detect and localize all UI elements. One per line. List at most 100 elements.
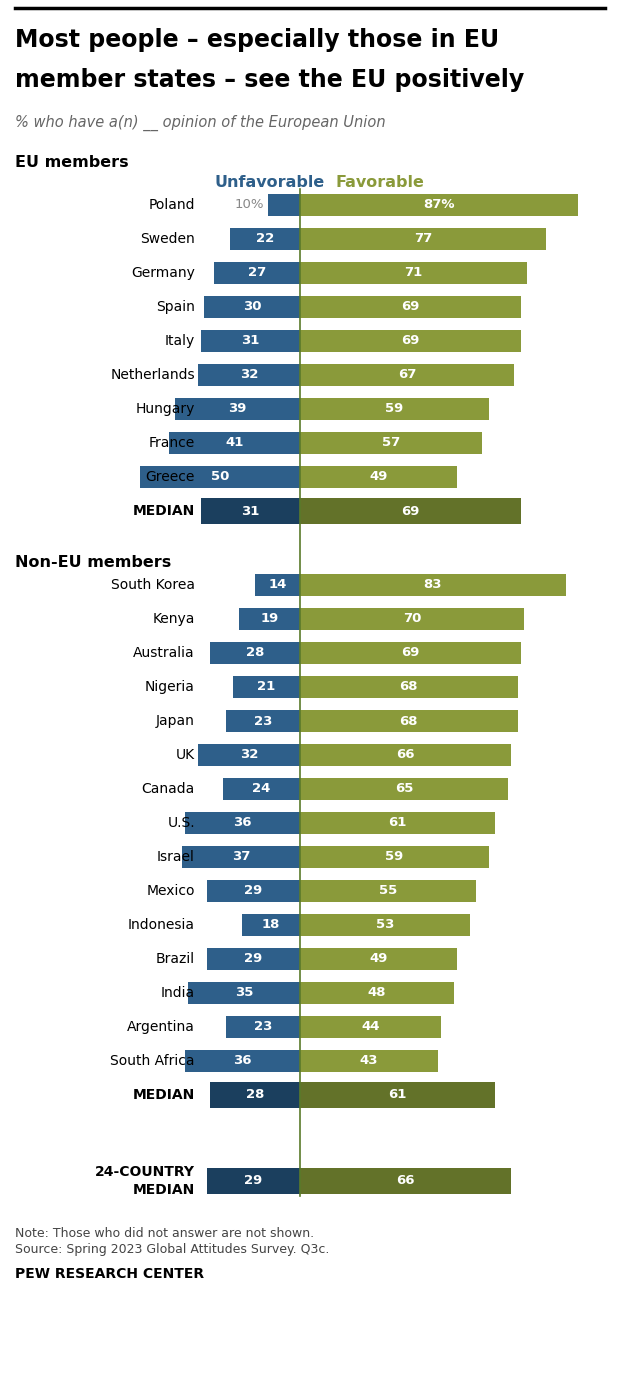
Text: 37: 37 — [232, 850, 250, 864]
Text: 31: 31 — [241, 334, 260, 348]
Text: Source: Spring 2023 Global Attitudes Survey. Q3c.: Source: Spring 2023 Global Attitudes Sur… — [15, 1243, 329, 1256]
FancyBboxPatch shape — [201, 498, 300, 524]
FancyBboxPatch shape — [300, 811, 495, 834]
FancyBboxPatch shape — [300, 295, 521, 317]
FancyBboxPatch shape — [198, 744, 300, 766]
Text: 14: 14 — [268, 578, 287, 592]
Text: Poland: Poland — [149, 197, 195, 213]
FancyBboxPatch shape — [300, 846, 489, 868]
Text: Argentina: Argentina — [127, 1020, 195, 1034]
Text: 23: 23 — [254, 715, 272, 727]
FancyBboxPatch shape — [185, 1050, 300, 1072]
FancyBboxPatch shape — [300, 1016, 441, 1038]
Text: 30: 30 — [243, 301, 261, 313]
Text: 53: 53 — [376, 919, 394, 932]
FancyBboxPatch shape — [188, 983, 300, 1005]
Text: Non-EU members: Non-EU members — [15, 555, 171, 570]
Text: 65: 65 — [395, 782, 413, 795]
Text: 28: 28 — [246, 1089, 264, 1101]
Text: Indonesia: Indonesia — [128, 918, 195, 932]
FancyBboxPatch shape — [300, 642, 521, 664]
Text: 36: 36 — [233, 817, 252, 829]
Text: 71: 71 — [404, 266, 423, 280]
Text: Canada: Canada — [142, 782, 195, 796]
Text: Brazil: Brazil — [156, 952, 195, 966]
Text: EU members: EU members — [15, 155, 128, 170]
FancyBboxPatch shape — [300, 709, 518, 731]
FancyBboxPatch shape — [210, 642, 300, 664]
Text: MEDIAN: MEDIAN — [133, 1087, 195, 1103]
Text: Netherlands: Netherlands — [110, 368, 195, 382]
FancyBboxPatch shape — [300, 574, 565, 596]
Text: 41: 41 — [225, 436, 244, 450]
FancyBboxPatch shape — [204, 295, 300, 317]
Text: Australia: Australia — [133, 646, 195, 660]
FancyBboxPatch shape — [207, 948, 300, 970]
Text: Greece: Greece — [146, 471, 195, 484]
FancyBboxPatch shape — [300, 1050, 438, 1072]
FancyBboxPatch shape — [207, 1167, 300, 1194]
Text: 68: 68 — [399, 680, 418, 694]
FancyBboxPatch shape — [300, 880, 476, 903]
Text: 48: 48 — [368, 987, 386, 999]
FancyBboxPatch shape — [210, 1082, 300, 1108]
Text: Israel: Israel — [157, 850, 195, 864]
FancyBboxPatch shape — [175, 397, 300, 420]
FancyBboxPatch shape — [300, 432, 482, 454]
Text: Italy: Italy — [165, 334, 195, 348]
Text: PEW RESEARCH CENTER: PEW RESEARCH CENTER — [15, 1267, 204, 1281]
Text: 69: 69 — [401, 334, 420, 348]
Text: 87%: 87% — [423, 199, 455, 211]
FancyBboxPatch shape — [300, 364, 515, 386]
FancyBboxPatch shape — [226, 1016, 300, 1038]
Text: 19: 19 — [260, 613, 279, 625]
FancyBboxPatch shape — [300, 744, 512, 766]
FancyBboxPatch shape — [300, 262, 527, 284]
Text: 69: 69 — [401, 646, 420, 660]
Text: 31: 31 — [241, 505, 260, 518]
Text: Kenya: Kenya — [153, 611, 195, 627]
Text: 49: 49 — [370, 952, 388, 966]
FancyBboxPatch shape — [207, 880, 300, 903]
Text: U.S.: U.S. — [167, 816, 195, 829]
FancyBboxPatch shape — [242, 914, 300, 936]
Text: % who have a(n) __ opinion of the European Union: % who have a(n) __ opinion of the Europe… — [15, 115, 386, 131]
Text: 83: 83 — [423, 578, 442, 592]
Text: 23: 23 — [254, 1020, 272, 1034]
Text: 35: 35 — [235, 987, 253, 999]
FancyBboxPatch shape — [232, 676, 300, 698]
FancyBboxPatch shape — [226, 709, 300, 731]
Text: Most people – especially those in EU: Most people – especially those in EU — [15, 28, 499, 52]
Text: 69: 69 — [401, 505, 420, 518]
FancyBboxPatch shape — [185, 811, 300, 834]
Text: Note: Those who did not answer are not shown.: Note: Those who did not answer are not s… — [15, 1227, 314, 1241]
FancyBboxPatch shape — [239, 609, 300, 631]
Text: South Korea: South Korea — [111, 578, 195, 592]
Text: 18: 18 — [262, 919, 280, 932]
Text: 70: 70 — [403, 613, 421, 625]
FancyBboxPatch shape — [300, 498, 521, 524]
Text: 59: 59 — [385, 403, 404, 415]
Text: Favorable: Favorable — [335, 175, 425, 190]
FancyBboxPatch shape — [223, 778, 300, 800]
Text: 28: 28 — [246, 646, 264, 660]
Text: France: France — [149, 436, 195, 450]
FancyBboxPatch shape — [300, 983, 454, 1005]
FancyBboxPatch shape — [268, 195, 300, 217]
Text: Japan: Japan — [156, 713, 195, 729]
Text: 57: 57 — [382, 436, 401, 450]
Text: South Africa: South Africa — [110, 1054, 195, 1068]
Text: 61: 61 — [388, 817, 407, 829]
Text: 59: 59 — [385, 850, 404, 864]
Text: 67: 67 — [398, 368, 417, 381]
Text: UK: UK — [176, 748, 195, 762]
FancyBboxPatch shape — [214, 262, 300, 284]
Text: 29: 29 — [244, 1174, 263, 1188]
Text: Spain: Spain — [156, 299, 195, 315]
Text: 69: 69 — [401, 301, 420, 313]
FancyBboxPatch shape — [201, 330, 300, 352]
FancyBboxPatch shape — [300, 948, 457, 970]
Text: Germany: Germany — [131, 266, 195, 280]
Text: 24: 24 — [252, 782, 271, 795]
FancyBboxPatch shape — [300, 1167, 512, 1194]
